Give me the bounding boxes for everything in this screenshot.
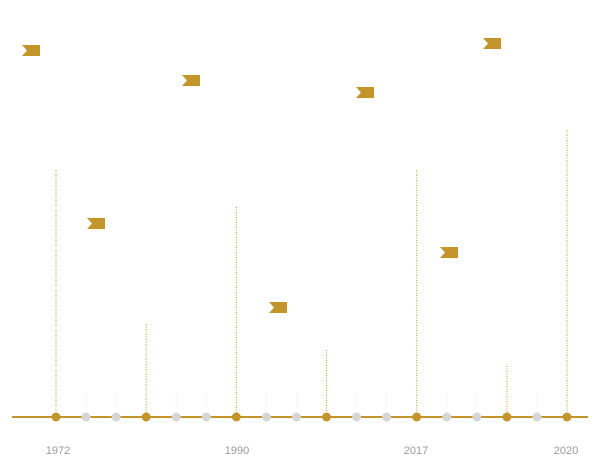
timeline-node-inactive[interactable] [201, 412, 211, 422]
timeline-node-active[interactable] [141, 412, 151, 422]
flag-icon[interactable] [269, 302, 287, 313]
timeline-node-inactive[interactable] [442, 412, 452, 422]
year-label-2020: 2020 [553, 445, 579, 457]
timeline-nodes [51, 412, 572, 422]
timeline-node-inactive[interactable] [111, 412, 121, 422]
timeline-node-active[interactable] [412, 412, 422, 422]
timeline-node-inactive[interactable] [472, 412, 482, 422]
flag-icon[interactable] [440, 247, 458, 258]
year-label-2017: 2017 [403, 445, 429, 457]
event-stems [55, 130, 568, 417]
flag-icon[interactable] [356, 87, 374, 98]
year-label-1990: 1990 [224, 445, 250, 457]
guide-lines [85, 393, 538, 408]
timeline-node-inactive[interactable] [382, 412, 392, 422]
flag-icon[interactable] [87, 218, 105, 229]
timeline-node-inactive[interactable] [171, 412, 181, 422]
year-label-1972: 1972 [45, 445, 71, 457]
timeline-node-active[interactable] [502, 412, 512, 422]
event-flags [22, 38, 501, 313]
flag-icon[interactable] [483, 38, 501, 49]
flag-icon[interactable] [182, 75, 200, 86]
timeline-node-active[interactable] [231, 412, 241, 422]
timeline-node-active[interactable] [322, 412, 332, 422]
timeline-node-inactive[interactable] [352, 412, 362, 422]
timeline-node-inactive[interactable] [81, 412, 91, 422]
timeline-node-active[interactable] [562, 412, 572, 422]
timeline-node-inactive[interactable] [532, 412, 542, 422]
timeline-node-inactive[interactable] [261, 412, 271, 422]
timeline-node-inactive[interactable] [291, 412, 301, 422]
flag-icon[interactable] [22, 45, 40, 56]
timeline-node-active[interactable] [51, 412, 61, 422]
